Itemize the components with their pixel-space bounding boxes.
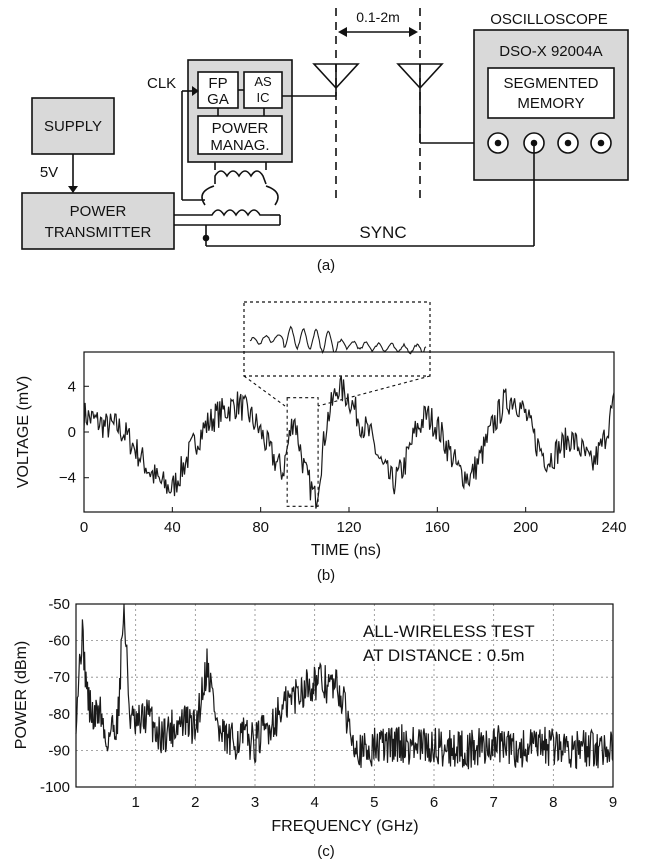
power-transmitter-label-1: POWER — [70, 203, 127, 220]
block-diagram — [21, 8, 629, 250]
x-tick-label: 3 — [251, 794, 259, 811]
supply-label: SUPPLY — [44, 118, 102, 135]
x-tick-label: 160 — [425, 519, 450, 536]
y-tick-label: 0 — [68, 424, 76, 441]
transmitter-coil — [205, 209, 270, 217]
scope-model-label: DSO-X 92004A — [499, 43, 602, 60]
y-tick-label: -60 — [48, 633, 70, 650]
segmented-memory-block — [487, 67, 615, 119]
x-tick-label: 200 — [513, 519, 538, 536]
x-axis-label: TIME (ns) — [311, 542, 381, 559]
y-tick-label: −4 — [59, 470, 76, 487]
x-tick-label: 7 — [489, 794, 497, 811]
x-tick-label: 2 — [191, 794, 199, 811]
voltage-trace — [83, 375, 615, 509]
power-manag-label-2: MANAG. — [210, 137, 269, 154]
supply-block — [31, 97, 115, 155]
power-manag-label-1: POWER — [212, 120, 269, 137]
receiver-coil — [214, 170, 267, 185]
annotation-line-1: ALL-WIRELESS TEST — [363, 622, 535, 641]
asic-label-2: IC — [257, 90, 270, 105]
block-diagram-labels: SUPPLY 5V POWER TRANSMITTER CLK FP GA AS… — [40, 9, 608, 274]
chart-time-domain: 0 40 80 120 160 200 240 40−4 TIME (ns) VOLTAGE… — [15, 301, 627, 584]
supply-voltage-label: 5V — [40, 164, 58, 181]
zoom-window — [286, 397, 319, 507]
asic-block — [243, 71, 283, 109]
y-tick-label: 4 — [68, 378, 76, 395]
chart-spectrum: 1 2 3 4 5 6 7 8 9 -50 -60 -70 -80 -90 -100 ALL-WIRELE… — [13, 596, 617, 860]
x-axis-label: FREQUENCY (GHz) — [271, 818, 418, 835]
x-tick-label: 80 — [252, 519, 269, 536]
x-ticks: 0 40 80 120 160 200 240 — [80, 507, 627, 536]
zoom-connector-left — [243, 375, 286, 407]
distance-label: 0.1-2m — [356, 9, 400, 25]
x-tick-label: 120 — [336, 519, 361, 536]
oscilloscope-label: OSCILLOSCOPE — [490, 11, 608, 28]
sync-label: SYNC — [359, 223, 406, 242]
asic-label-1: AS — [254, 74, 272, 89]
power-spectrum-trace — [75, 603, 614, 770]
clk-label: CLK — [147, 75, 176, 92]
segmented-memory-label-1: SEGMENTED — [503, 75, 598, 92]
y-tick-label: -50 — [48, 596, 70, 613]
plot-frame — [75, 603, 614, 788]
x-tick-label: 4 — [310, 794, 318, 811]
power-transmitter-label-2: TRANSMITTER — [45, 224, 152, 241]
y-tick-label: -100 — [40, 779, 70, 796]
power-transmitter-block — [21, 192, 175, 250]
x-tick-label: 1 — [131, 794, 139, 811]
y-axis-label: POWER (dBm) — [13, 641, 30, 749]
y-ticks: -50 -60 -70 -80 -90 -100 — [40, 596, 70, 796]
x-tick-label: 40 — [164, 519, 181, 536]
zoom-inset-trace — [249, 325, 427, 355]
caption-b: (b) — [317, 567, 335, 584]
power-manag-block — [197, 115, 283, 155]
fpga-label-1: FP — [208, 75, 227, 92]
y-tick-label: -80 — [48, 706, 70, 723]
y-axis-label: VOLTAGE (mV) — [15, 376, 32, 488]
y-ticks: 4 0 −4 — [59, 378, 89, 487]
caption-c: (c) — [317, 843, 335, 860]
y-tick-label: -70 — [48, 669, 70, 686]
x-tick-label: 9 — [609, 794, 617, 811]
x-tick-label: 8 — [549, 794, 557, 811]
fpga-block — [197, 71, 239, 109]
arrow-head — [68, 186, 78, 193]
zoom-inset-box — [243, 301, 431, 377]
annotation-line-2: AT DISTANCE : 0.5m — [363, 646, 525, 665]
x-tick-label: 0 — [80, 519, 88, 536]
caption-a: (a) — [317, 257, 335, 274]
x-tick-label: 5 — [370, 794, 378, 811]
zoom-connector-right — [317, 375, 431, 407]
segmented-memory-label-2: MEMORY — [517, 95, 584, 112]
x-ticks: 1 2 3 4 5 6 7 8 9 — [131, 794, 617, 811]
y-tick-label: -90 — [48, 742, 70, 759]
x-tick-label: 240 — [601, 519, 626, 536]
fpga-label-2: GA — [207, 91, 229, 108]
arrow-head — [192, 86, 199, 96]
x-tick-label: 6 — [430, 794, 438, 811]
